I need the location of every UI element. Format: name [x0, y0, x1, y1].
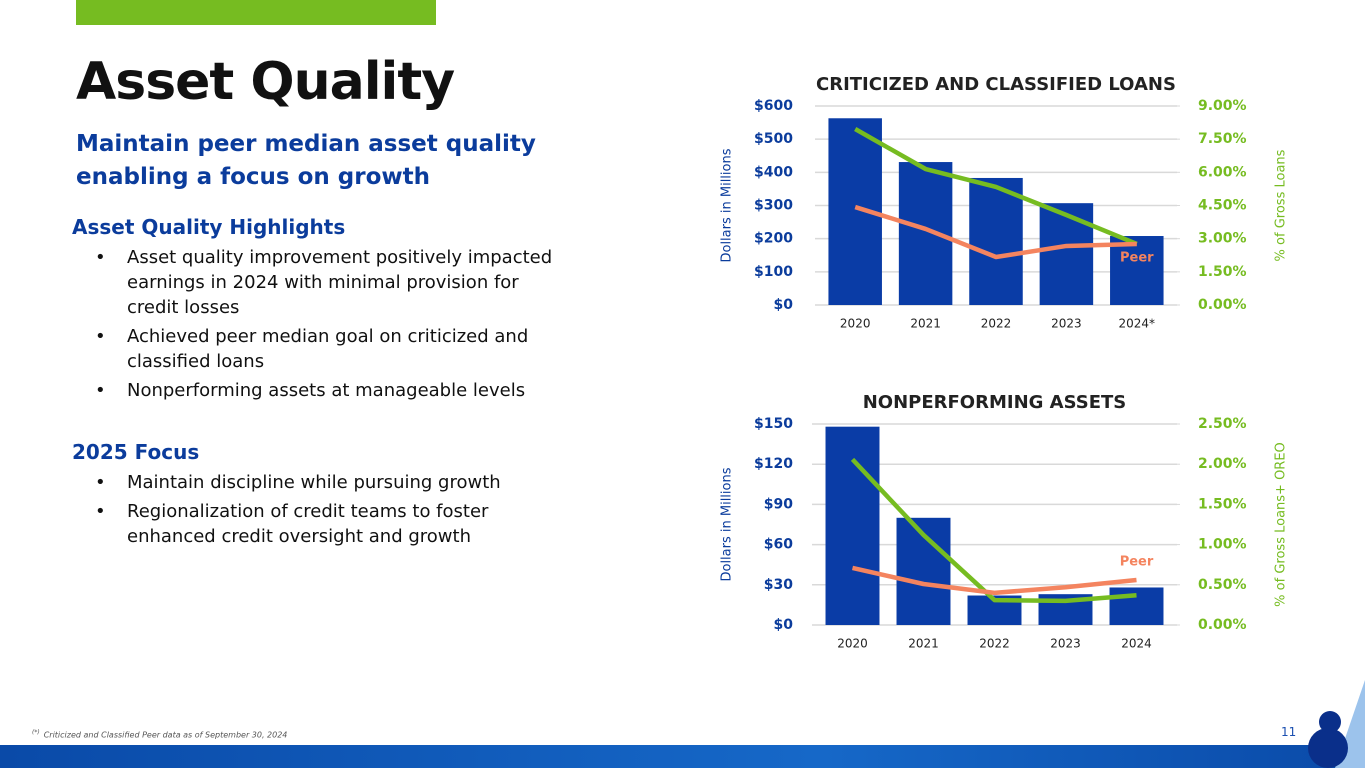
section: 2025 Focus Maintain discipline while pur… — [72, 440, 572, 553]
line — [854, 127, 1138, 247]
page-number: 11 — [1281, 725, 1297, 739]
x-tick-label: 2023 — [1051, 317, 1082, 331]
section-heading: 2025 Focus — [72, 440, 200, 464]
bar — [1109, 587, 1164, 625]
section-heading: Asset Quality Highlights — [72, 215, 346, 239]
y-tick-label: $60 — [764, 537, 793, 553]
y2-tick-label: 6.00% — [1198, 164, 1247, 180]
y2-tick-label: 3.00% — [1198, 231, 1247, 247]
y2-tick-label: 2.00% — [1198, 456, 1247, 472]
logo — [1308, 728, 1348, 768]
y-tick-label: $30 — [764, 577, 793, 593]
chart-title: NONPERFORMING ASSETS — [863, 392, 1127, 413]
y2-tick-label: 2.50% — [1198, 416, 1247, 432]
y2-axis-title: % of Gross Loans+ OREO — [1274, 442, 1289, 607]
section: Asset Quality Highlights Asset quality i… — [72, 215, 572, 407]
y-tick-label: $200 — [754, 231, 793, 247]
series-label: Peer — [1120, 554, 1154, 569]
x-tick-label: 2021 — [908, 637, 939, 651]
x-tick-label: 2022 — [981, 317, 1012, 331]
bullet: Maintain discipline while pursuing growt… — [95, 470, 572, 495]
bullet: Nonperforming assets at manageable level… — [95, 378, 572, 403]
slide-title: Asset Quality — [76, 52, 455, 112]
bullet: Regionalization of credit teams to foste… — [95, 499, 572, 549]
line — [850, 457, 1137, 604]
x-tick-label: 2020 — [840, 317, 871, 331]
footnote-marker: (*) — [32, 729, 40, 736]
bar — [1039, 203, 1094, 305]
y2-tick-label: 1.50% — [1198, 264, 1247, 280]
y2-tick-label: 0.50% — [1198, 577, 1247, 593]
y-tick-label: $90 — [764, 496, 793, 512]
y2-tick-label: 4.50% — [1198, 198, 1247, 214]
y-tick-label: $150 — [754, 416, 793, 432]
y-tick-label: $300 — [754, 198, 793, 214]
bullet: Asset quality improvement positively imp… — [95, 245, 572, 320]
chart-title: CRITICIZED AND CLASSIFIED LOANS — [816, 74, 1176, 95]
y2-tick-label: 1.00% — [1198, 537, 1247, 553]
bar — [1110, 236, 1164, 305]
y-tick-label: $400 — [754, 164, 793, 180]
logo — [1319, 711, 1341, 733]
y-axis-title: Dollars in Millions — [720, 148, 735, 262]
line — [854, 204, 1137, 260]
x-tick-label: 2024* — [1119, 317, 1156, 331]
y2-axis-title: % of Gross Loans — [1274, 149, 1289, 261]
y2-tick-label: 9.00% — [1198, 98, 1247, 114]
y-tick-label: $0 — [774, 617, 794, 633]
x-tick-label: 2023 — [1050, 637, 1081, 651]
y-tick-label: $600 — [754, 98, 793, 114]
y2-tick-label: 0.00% — [1198, 297, 1247, 313]
y2-tick-label: 0.00% — [1198, 617, 1247, 633]
y-tick-label: $100 — [754, 264, 793, 280]
line — [852, 565, 1137, 596]
x-tick-label: 2022 — [979, 637, 1010, 651]
bar — [969, 177, 1023, 305]
accent-bar — [76, 0, 436, 25]
bullet-list: Maintain discipline while pursuing growt… — [72, 470, 572, 549]
bar — [825, 426, 880, 625]
subtitle: Maintain peer median asset quality enabl… — [76, 131, 536, 190]
y-tick-label: $0 — [774, 297, 794, 313]
footer-band — [0, 745, 1365, 768]
series-label: Peer — [1120, 250, 1154, 265]
bullet: Achieved peer median goal on criticized … — [95, 324, 572, 374]
footnote-text: Criticized and Classified Peer data as o… — [43, 730, 288, 740]
x-tick-label: 2020 — [837, 637, 868, 651]
y2-tick-label: 1.50% — [1198, 496, 1247, 512]
y-axis-title: Dollars in Millions — [720, 467, 735, 581]
footnote: (*) Criticized and Classified Peer data a… — [32, 729, 287, 740]
bullet-list: Asset quality improvement positively imp… — [72, 245, 572, 403]
x-tick-label: 2021 — [910, 317, 941, 331]
y-tick-label: $500 — [754, 131, 793, 147]
bar — [898, 162, 953, 305]
y-tick-label: $120 — [754, 456, 793, 472]
y2-tick-label: 7.50% — [1198, 131, 1247, 147]
x-tick-label: 2024 — [1121, 637, 1152, 651]
